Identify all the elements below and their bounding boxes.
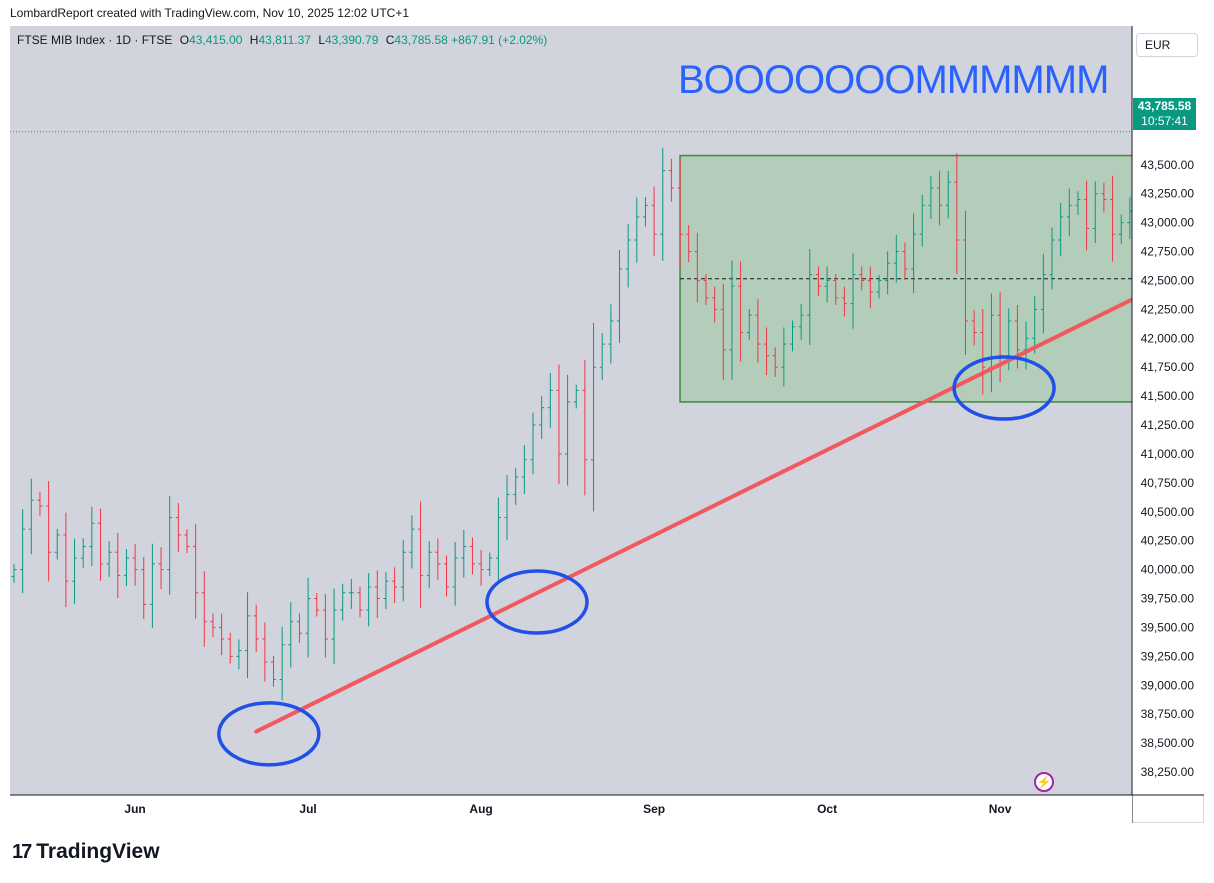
annotation-circle <box>952 355 1056 421</box>
y-tick-label: 42,000.00 <box>1141 331 1195 345</box>
y-tick-label: 40,750.00 <box>1141 476 1195 490</box>
y-tick-label: 39,250.00 <box>1141 649 1195 663</box>
y-tick-label: 39,500.00 <box>1141 620 1195 634</box>
bar-countdown: 10:57:41 <box>1141 114 1188 128</box>
y-tick-label: 40,000.00 <box>1141 563 1195 577</box>
y-tick-label: 41,000.00 <box>1141 447 1195 461</box>
price-axis <box>1132 26 1204 795</box>
x-tick-label: Jul <box>299 802 316 816</box>
y-tick-label: 39,750.00 <box>1141 592 1195 606</box>
open-value: 43,415.00 <box>189 33 243 47</box>
x-tick-label: Sep <box>643 802 665 816</box>
symbol-name: FTSE MIB Index · 1D · FTSE <box>17 33 173 47</box>
close-label: C <box>385 33 395 47</box>
time-axis <box>10 795 1132 823</box>
y-tick-label: 40,250.00 <box>1141 534 1195 548</box>
y-tick-label: 43,000.00 <box>1141 216 1195 230</box>
symbol-legend: FTSE MIB Index · 1D · FTSE O43,415.00 H4… <box>17 33 547 47</box>
y-tick-label: 42,250.00 <box>1141 302 1195 316</box>
annotation-circle <box>485 569 589 635</box>
y-tick-label: 38,750.00 <box>1141 707 1195 721</box>
y-tick-label: 42,750.00 <box>1141 245 1195 259</box>
x-tick-label: Nov <box>989 802 1012 816</box>
open-label: O <box>179 33 190 47</box>
annotation-circle <box>217 701 321 767</box>
x-tick-label: Jun <box>124 802 145 816</box>
low-label: L <box>318 33 325 47</box>
currency-button[interactable]: EUR <box>1136 33 1198 57</box>
plot-background <box>10 26 1132 795</box>
brand-name: TradingView <box>36 840 160 863</box>
y-tick-label: 40,500.00 <box>1141 505 1195 519</box>
y-tick-label: 41,250.00 <box>1141 418 1195 432</box>
x-tick-label: Oct <box>817 802 837 816</box>
last-price-value: 43,785.58 <box>1137 99 1192 113</box>
last-price-tag: 43,785.58 10:57:41 <box>1133 98 1196 130</box>
price-chart[interactable]: 38,250.00 38,500.00 38,750.00 39,000.00 39,2… <box>10 26 1204 823</box>
x-tick-label: Aug <box>469 802 492 816</box>
lightning-icon[interactable]: ⚡ <box>1034 772 1054 792</box>
y-tick-label: 43,500.00 <box>1141 158 1195 172</box>
y-tick-label: 43,250.00 <box>1141 187 1195 201</box>
y-tick-label: 41,500.00 <box>1141 389 1195 403</box>
high-value: 43,811.37 <box>258 33 311 47</box>
tradingview-logo-icon: 17 <box>12 840 32 863</box>
brand-footer[interactable]: 17 TradingView <box>12 840 160 864</box>
y-tick-label: 39,000.00 <box>1141 678 1195 692</box>
high-label: H <box>249 33 259 47</box>
close-value: 43,785.58 <box>394 33 448 47</box>
chart-credit: LombardReport created with TradingView.c… <box>10 6 409 20</box>
y-tick-label: 42,500.00 <box>1141 273 1195 287</box>
change-value: +867.91 (+2.02%) <box>451 33 548 47</box>
trendline <box>254 290 1150 734</box>
low-value: 43,390.79 <box>325 33 379 47</box>
y-tick-label: 38,250.00 <box>1141 765 1195 779</box>
y-tick-label: 38,500.00 <box>1141 736 1195 750</box>
annotation-text: BOOOOOOOMMMMMM <box>678 58 1109 102</box>
y-tick-label: 41,750.00 <box>1141 360 1195 374</box>
